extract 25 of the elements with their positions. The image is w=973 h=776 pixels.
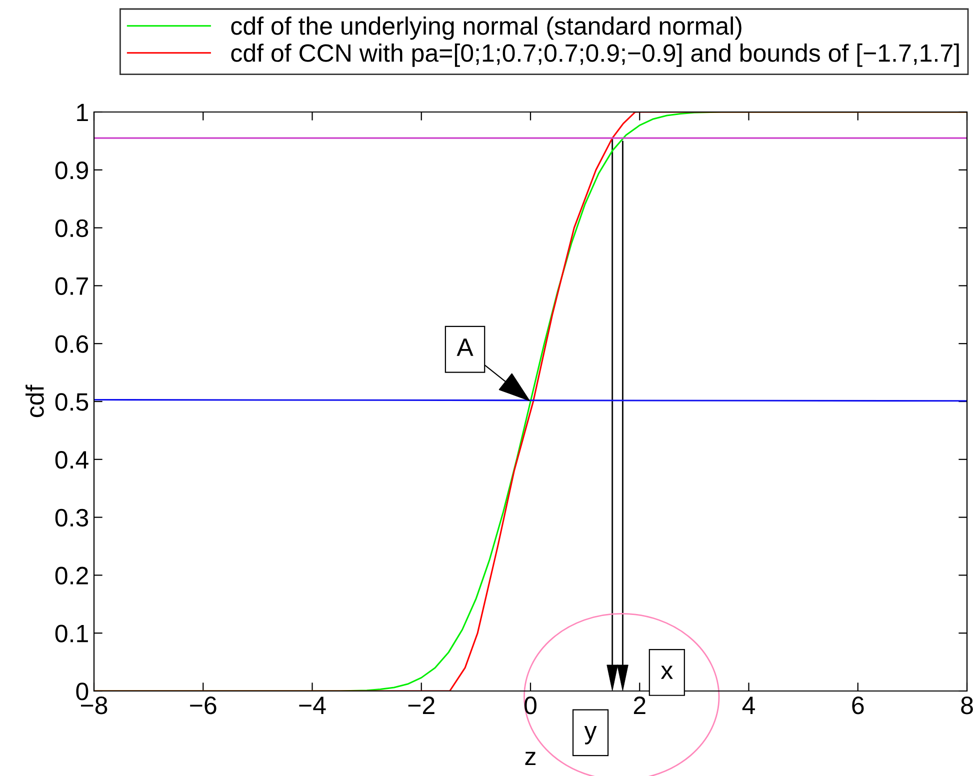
annotation: A	[456, 338, 474, 356]
y-tick-label: 0.8	[55, 219, 88, 238]
x-tick-label: 0	[524, 696, 536, 714]
y-tick-label: 0.4	[55, 451, 88, 469]
y-tick-label: 1	[77, 104, 88, 122]
x-tick-label: 8	[961, 696, 973, 714]
y-tick-label: 0.6	[55, 335, 88, 353]
text: y	[584, 726, 597, 744]
y-tick-label: 0.1	[55, 624, 88, 642]
y-tick-label: 0.2	[55, 566, 88, 585]
x-tick-label: −4	[299, 696, 326, 714]
x-tick-label: −6	[190, 696, 216, 714]
x-tick-label: 6	[852, 696, 864, 714]
x-axis-title: z	[525, 752, 536, 766]
y-tick-label: 0.3	[55, 508, 88, 527]
x-tick-label: −2	[408, 696, 434, 714]
y-tick-label: 0.7	[55, 277, 88, 296]
x-tick-label: 4	[742, 696, 755, 714]
annotation: x	[660, 666, 673, 679]
x-tick-label: 2	[634, 696, 646, 714]
y-tick-label: 0.5	[55, 393, 88, 411]
y-tick-label: 0.9	[55, 162, 88, 180]
y-axis-title: cdf	[26, 384, 44, 418]
legend-label: cdf of CCN with pa=[0;1;0.7;0.7;0.9;−0.9] and bounds of [−1.7,1.7]	[231, 44, 959, 67]
legend-label: cdf of the underlying normal (standard normal)	[231, 16, 742, 40]
